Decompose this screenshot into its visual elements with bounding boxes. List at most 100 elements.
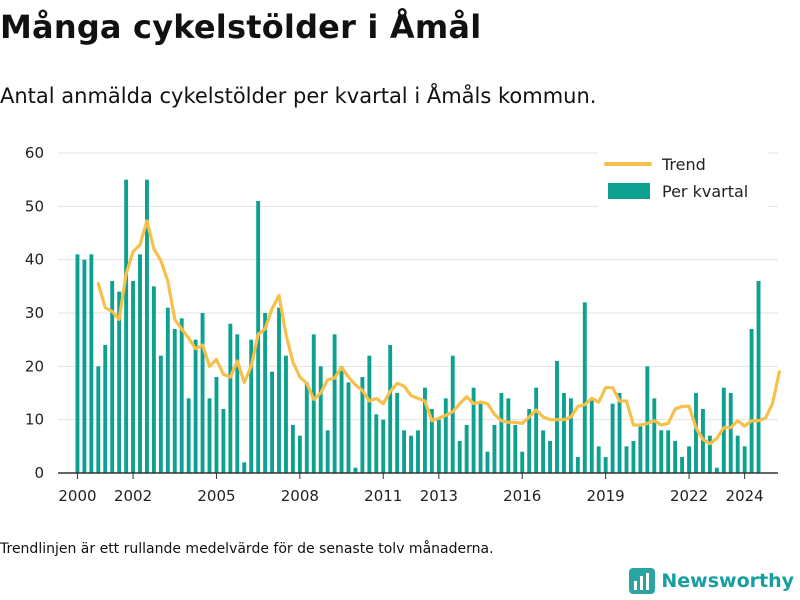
bar xyxy=(179,318,184,473)
bar xyxy=(534,387,539,473)
bar xyxy=(464,425,469,473)
bar xyxy=(457,441,462,473)
bar xyxy=(297,435,302,473)
bar xyxy=(242,462,247,473)
bar xyxy=(485,451,490,473)
bar xyxy=(110,281,115,473)
bar xyxy=(402,430,407,473)
bar xyxy=(443,398,448,473)
legend-label-trend: Trend xyxy=(661,155,706,174)
bar xyxy=(436,419,441,473)
bar xyxy=(200,313,205,473)
bar xyxy=(388,345,393,473)
bar xyxy=(374,414,379,473)
legend-background xyxy=(598,144,768,212)
x-tick-label: 2011 xyxy=(364,487,402,505)
bar xyxy=(158,355,163,473)
bar xyxy=(638,425,643,473)
y-tick-label: 50 xyxy=(25,197,44,215)
newsworthy-logo-icon xyxy=(629,568,656,594)
bar xyxy=(311,334,316,473)
bar xyxy=(381,419,386,473)
bar xyxy=(96,366,101,473)
bar xyxy=(124,179,129,474)
y-tick-label: 10 xyxy=(25,411,44,429)
bar xyxy=(423,387,427,473)
bar xyxy=(631,441,636,473)
bar xyxy=(151,286,156,473)
bar xyxy=(131,281,135,473)
chart-title: Många cykelstölder i Åmål xyxy=(0,8,482,46)
bar xyxy=(492,425,497,473)
bar xyxy=(249,339,254,473)
bar xyxy=(520,451,525,473)
bar xyxy=(687,446,691,473)
x-tick-label: 2008 xyxy=(281,487,319,505)
bar xyxy=(589,398,594,473)
bar xyxy=(353,467,358,473)
bar xyxy=(235,334,240,473)
brand-logo: Newsworthy xyxy=(629,568,794,594)
bar xyxy=(562,393,566,473)
bar xyxy=(714,467,719,473)
y-tick-label: 0 xyxy=(34,464,44,482)
bar xyxy=(221,409,226,473)
bar xyxy=(582,302,587,473)
bar xyxy=(304,382,309,473)
bar xyxy=(478,403,483,473)
bar xyxy=(756,281,761,473)
x-tick-label: 2000 xyxy=(58,487,96,505)
bar xyxy=(117,291,122,473)
bar xyxy=(145,179,149,474)
bar xyxy=(694,393,698,473)
bar xyxy=(680,457,685,473)
bar xyxy=(89,254,94,473)
bar xyxy=(429,409,434,473)
chart-area: 0 10 20 30 40 50 60 2000 2002 2005 2008 2011 2013 20… xyxy=(0,130,800,520)
y-tick-label: 30 xyxy=(25,304,44,322)
bar xyxy=(395,393,400,473)
bar xyxy=(318,366,323,473)
legend-label-per-kvartal: Per kvartal xyxy=(662,182,748,201)
bar xyxy=(172,329,177,473)
bar xyxy=(568,398,573,473)
bar xyxy=(749,329,754,473)
brand-name: Newsworthy xyxy=(661,570,794,592)
bar xyxy=(82,259,87,473)
y-tick-label: 60 xyxy=(25,144,44,162)
bar xyxy=(624,446,629,473)
x-tick-label: 2024 xyxy=(726,487,764,505)
bar xyxy=(165,307,170,473)
bar xyxy=(290,425,295,473)
trend-line xyxy=(96,219,781,446)
gridlines xyxy=(58,152,778,421)
bar xyxy=(645,366,650,473)
bar xyxy=(103,345,108,473)
x-tick-label: 2013 xyxy=(420,487,458,505)
bar xyxy=(499,393,504,473)
x-tick-label: 2019 xyxy=(587,487,625,505)
bar xyxy=(186,398,191,473)
bar xyxy=(555,361,559,473)
bar xyxy=(214,377,219,473)
bar xyxy=(548,441,552,473)
bar xyxy=(270,371,274,473)
trend-line-group xyxy=(96,219,781,446)
bar xyxy=(416,430,420,473)
bar xyxy=(277,307,281,473)
x-tick-label: 2002 xyxy=(114,487,152,505)
bar xyxy=(513,425,518,473)
bar xyxy=(735,435,740,473)
bar xyxy=(228,323,233,473)
bar xyxy=(666,430,671,473)
bar xyxy=(138,254,142,473)
footnote: Trendlinjen är ett rullande medelvärde f… xyxy=(0,541,494,557)
bar xyxy=(742,446,747,473)
legend-per-kvartal-swatch xyxy=(608,183,650,199)
bar xyxy=(332,334,337,473)
x-tick-label: 2005 xyxy=(197,487,235,505)
bar xyxy=(367,355,372,473)
bar xyxy=(471,387,476,473)
bar xyxy=(603,457,608,473)
